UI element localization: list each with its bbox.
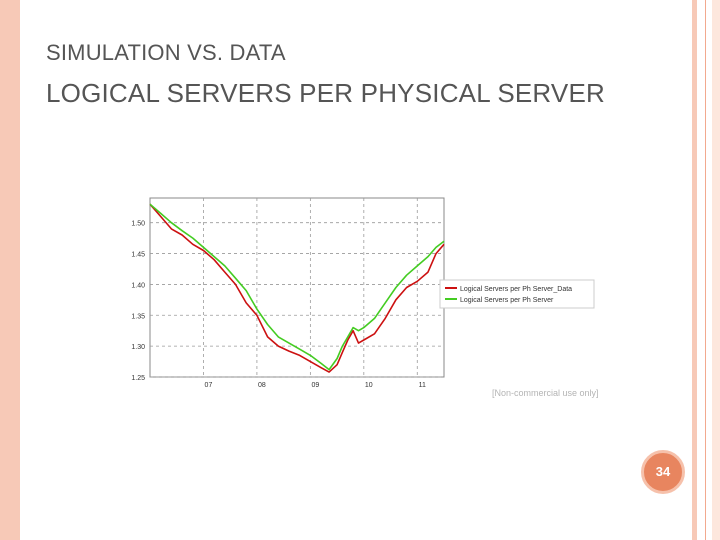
x-tick-label: 11 [419,382,426,389]
page-number-badge: 34 [641,450,685,494]
x-tick-label: 10 [365,382,373,389]
slide-title-line-2: LOGICAL SERVERS PER PHYSICAL SERVER [46,78,605,108]
line-chart: 1.25 1.30 1.35 1.40 1.45 1.50 07 08 09 10 11 Logic… [131,197,595,389]
tick-labels: 1.25 1.30 1.35 1.40 1.45 1.50 07 08 09 10 11 [131,221,426,389]
legend-label: Logical Servers per Ph Server [460,297,554,304]
slide-title-line-1: SIMULATION VS. DATA [46,40,286,65]
watermark-text: [Non-commercial use only] [492,388,599,398]
y-tick-label: 1.45 [131,252,145,259]
right-decorative-band [712,0,720,540]
x-tick-label: 08 [258,382,266,389]
y-tick-label: 1.25 [131,375,145,382]
y-tick-label: 1.35 [131,313,145,320]
x-tick-label: 07 [205,382,213,389]
x-tick-label: 09 [311,382,319,389]
y-tick-label: 1.40 [131,282,145,289]
plot-area [149,197,445,378]
y-tick-label: 1.30 [131,344,145,351]
legend: Logical Servers per Ph Server_Data Logica… [439,279,595,309]
right-decorative-stripe [692,0,697,540]
right-decorative-line [705,0,706,540]
grid-lines [150,198,444,378]
series-line-0 [149,203,445,373]
series-line-1 [149,203,445,371]
legend-label: Logical Servers per Ph Server_Data [460,286,572,293]
left-decorative-stripe [0,0,20,540]
legend-box [439,279,595,309]
series-lines [149,203,445,373]
y-tick-label: 1.50 [131,221,145,228]
